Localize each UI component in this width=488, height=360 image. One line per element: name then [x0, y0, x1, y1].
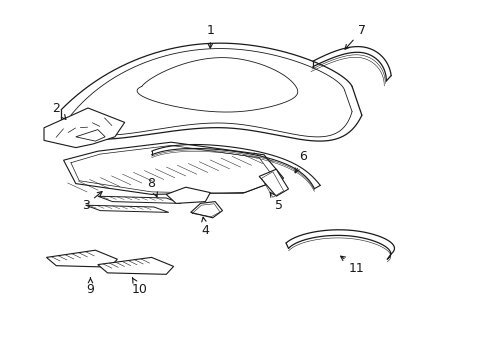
Polygon shape: [98, 196, 181, 203]
Polygon shape: [63, 142, 283, 194]
Text: 9: 9: [86, 278, 94, 296]
Polygon shape: [98, 257, 173, 274]
Text: 10: 10: [131, 278, 147, 296]
Polygon shape: [190, 202, 222, 218]
Text: 7: 7: [345, 24, 365, 49]
Polygon shape: [259, 169, 288, 196]
Polygon shape: [46, 250, 117, 267]
Polygon shape: [85, 205, 168, 212]
Text: 3: 3: [81, 192, 102, 212]
Text: 5: 5: [270, 192, 282, 212]
Text: 6: 6: [295, 150, 306, 173]
Polygon shape: [76, 130, 105, 141]
Text: 11: 11: [340, 256, 364, 275]
Text: 8: 8: [147, 177, 157, 197]
Text: 4: 4: [201, 217, 209, 237]
Polygon shape: [44, 108, 124, 148]
Text: 1: 1: [206, 24, 214, 48]
Polygon shape: [166, 187, 210, 203]
Text: 2: 2: [52, 102, 66, 119]
